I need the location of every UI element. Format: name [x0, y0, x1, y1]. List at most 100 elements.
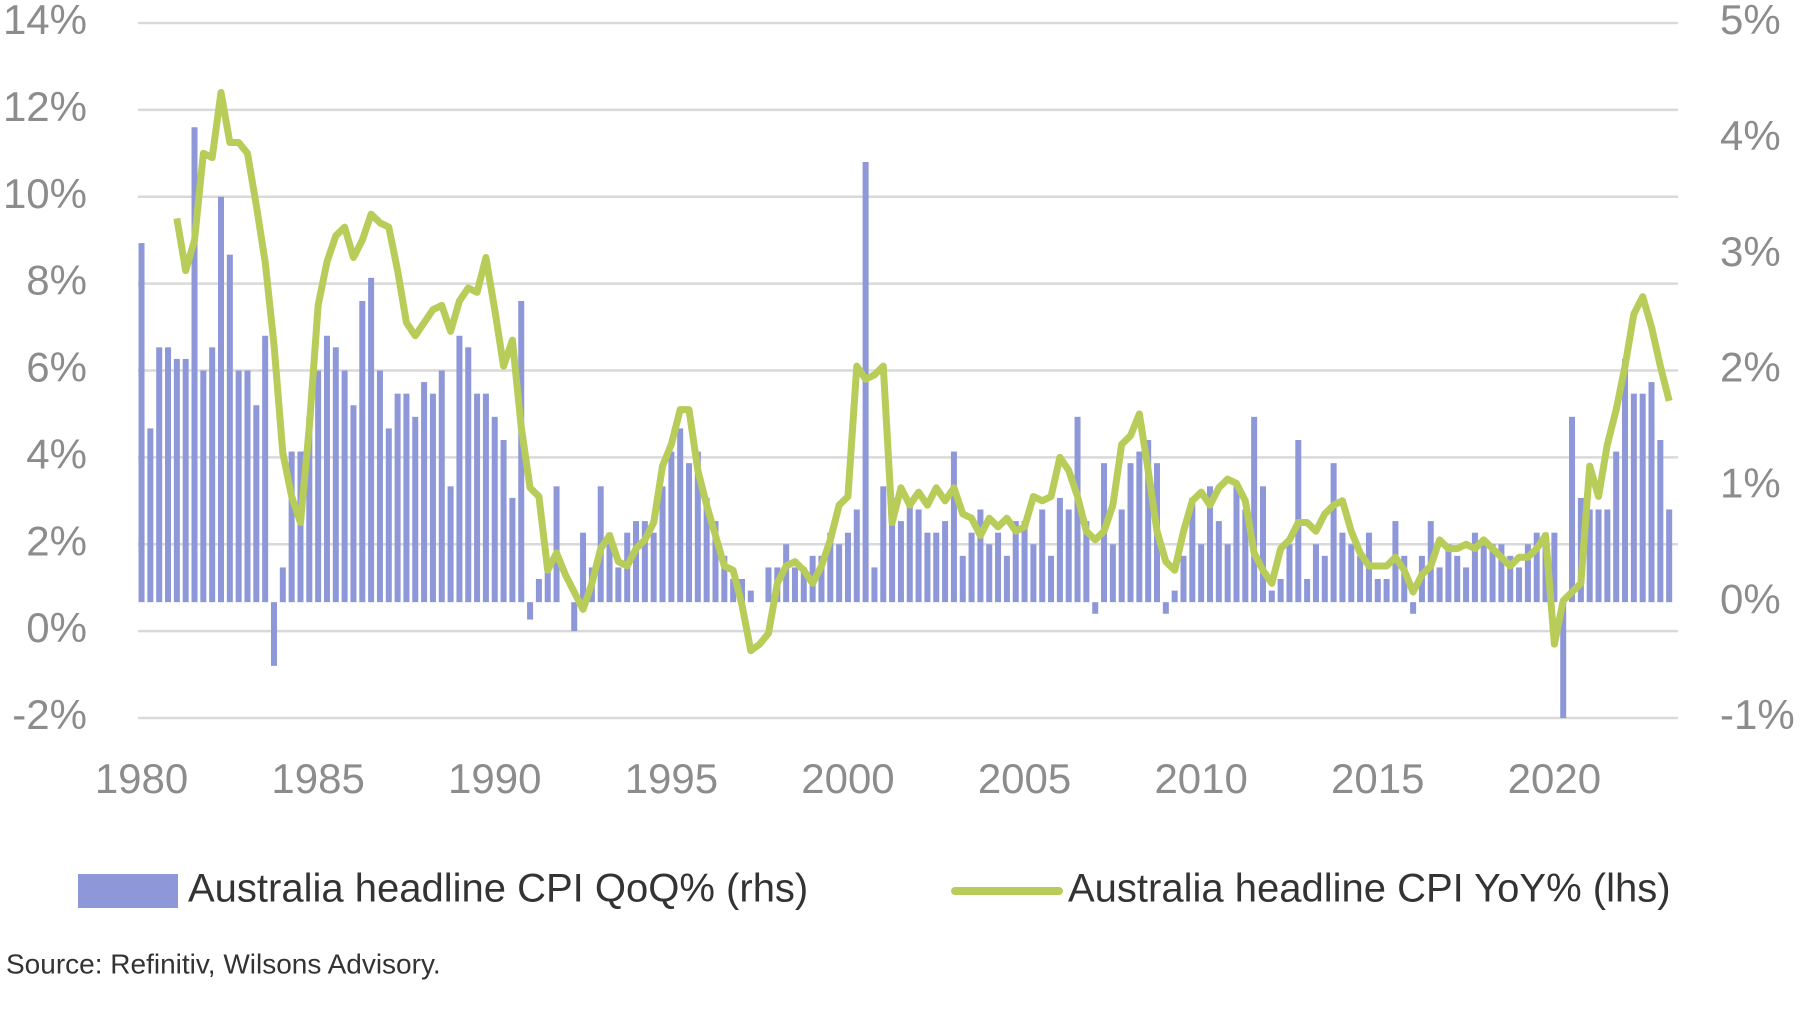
- bar: [1630, 393, 1637, 603]
- bar: [1516, 567, 1523, 603]
- y-tick-label: 6%: [26, 344, 87, 391]
- bar: [359, 301, 366, 603]
- bar: [1092, 602, 1099, 614]
- bar: [253, 405, 260, 603]
- bar: [1127, 463, 1134, 603]
- bar: [491, 416, 498, 603]
- bar: [1348, 544, 1355, 603]
- bar: [694, 451, 701, 603]
- bar: [1586, 509, 1593, 603]
- bar: [1339, 532, 1346, 603]
- bar: [1180, 555, 1187, 603]
- bar: [738, 579, 745, 603]
- bar: [1463, 567, 1470, 603]
- bar: [721, 555, 728, 603]
- bar: [1233, 486, 1240, 603]
- y2-tick-label: 3%: [1720, 228, 1781, 275]
- bar: [376, 370, 383, 603]
- x-tick-label: 1985: [271, 755, 364, 802]
- legend-swatch: [78, 874, 178, 908]
- bar: [438, 370, 445, 603]
- bar: [1551, 532, 1558, 603]
- bar: [791, 567, 798, 603]
- bar: [1471, 532, 1478, 603]
- bar: [553, 486, 560, 603]
- bar: [880, 486, 887, 603]
- y-tick-label: 10%: [3, 170, 87, 217]
- bar: [156, 347, 163, 603]
- bar: [474, 393, 481, 603]
- bar: [1215, 521, 1222, 603]
- bar: [1454, 555, 1461, 603]
- bar: [279, 567, 286, 603]
- axis-labels: -2% 0% 2% 4% 6% 8% 10% 12% 14% -1% 0% 1% 2% 3% 4% 5% 198…: [3, 0, 1795, 802]
- x-tick-label: 2005: [978, 755, 1071, 802]
- bar: [1321, 555, 1328, 603]
- bar: [341, 370, 348, 603]
- bar: [730, 579, 737, 603]
- x-tick-label: 2000: [801, 755, 894, 802]
- bar: [747, 590, 754, 603]
- bar: [403, 393, 410, 603]
- bar: [1383, 579, 1390, 603]
- bar: [1498, 544, 1505, 603]
- bar: [836, 544, 843, 603]
- bar: [1206, 486, 1213, 603]
- bar: [977, 509, 984, 603]
- bar: [1304, 579, 1311, 603]
- bar: [147, 428, 154, 603]
- bar: [200, 370, 207, 603]
- y-tick-label: 0%: [26, 604, 87, 651]
- bar: [297, 451, 304, 603]
- bar: [641, 521, 648, 603]
- bar: [1277, 579, 1284, 603]
- bar: [1021, 521, 1028, 603]
- y2-tick-label: 0%: [1720, 575, 1781, 622]
- bar: [668, 451, 675, 603]
- bar: [1639, 393, 1646, 603]
- x-tick-label: 1980: [95, 755, 188, 802]
- bar: [1648, 382, 1655, 603]
- bar: [659, 486, 666, 603]
- bar: [1357, 555, 1364, 603]
- bar: [1286, 544, 1293, 603]
- bar: [915, 509, 922, 603]
- bar: [456, 335, 463, 603]
- bar: [580, 532, 587, 603]
- bar: [1162, 602, 1169, 614]
- bar: [368, 277, 375, 603]
- bar: [209, 347, 216, 603]
- bar: [712, 521, 719, 603]
- bar: [288, 451, 295, 603]
- bar: [1268, 590, 1275, 603]
- bar: [412, 416, 419, 603]
- bar: [1012, 521, 1019, 603]
- line: [173, 89, 1673, 655]
- bar: [1533, 532, 1540, 603]
- bar: [306, 416, 313, 603]
- bar: [703, 497, 710, 603]
- y2-tick-label: 5%: [1720, 0, 1781, 43]
- bar: [1251, 416, 1258, 603]
- bar: [218, 196, 225, 603]
- bar: [1666, 509, 1673, 603]
- bar: [1109, 544, 1116, 603]
- x-tick-label: 2015: [1331, 755, 1424, 802]
- bar: [500, 440, 507, 603]
- bar: [871, 567, 878, 603]
- bar: [1189, 497, 1196, 603]
- bar: [1259, 486, 1266, 603]
- bar: [244, 370, 251, 603]
- bar: [1118, 509, 1125, 603]
- bar: [315, 370, 322, 603]
- bar: [332, 347, 339, 603]
- bar: [1224, 544, 1231, 603]
- bar: [677, 428, 684, 603]
- bar: [853, 509, 860, 603]
- bar: [950, 451, 957, 603]
- bar: [686, 463, 693, 603]
- bar: [1560, 602, 1567, 718]
- bar: [421, 382, 428, 603]
- y2-tick-label: 1%: [1720, 459, 1781, 506]
